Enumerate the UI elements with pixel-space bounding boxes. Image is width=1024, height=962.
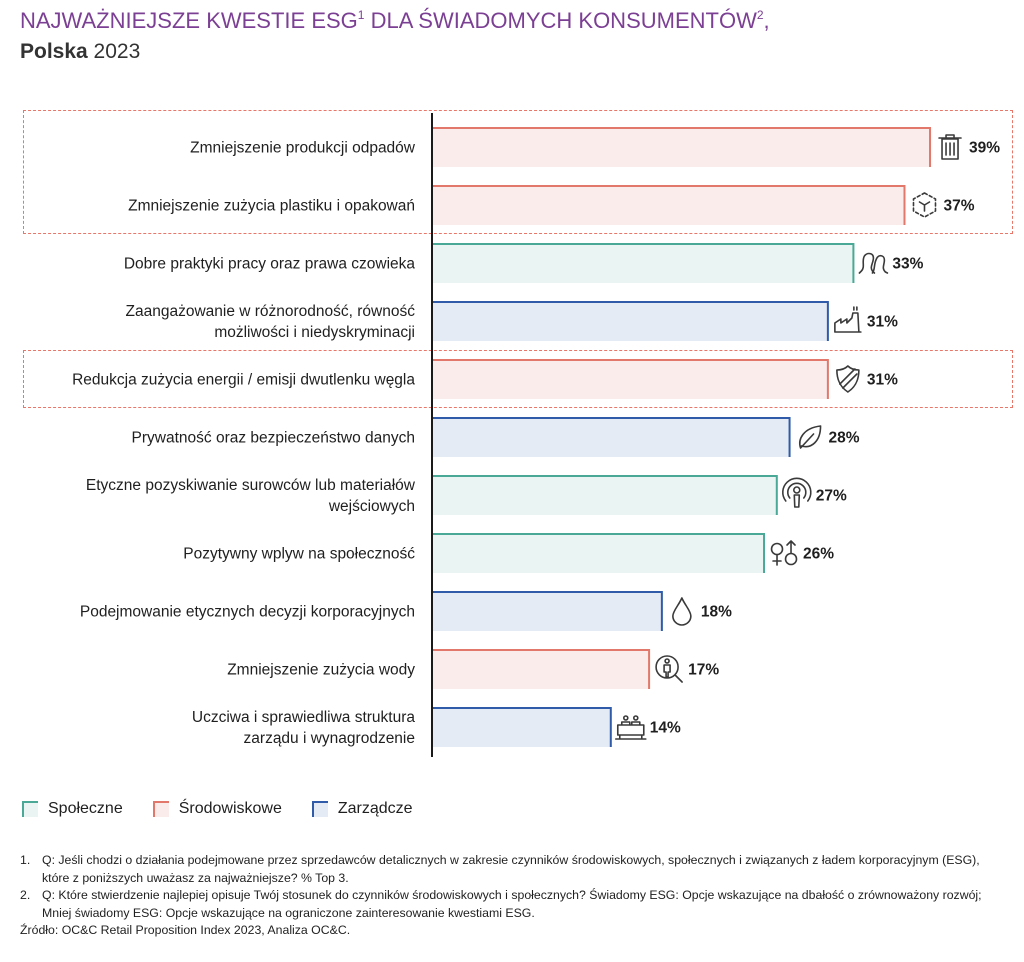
- water-drop-icon: [672, 597, 692, 626]
- bar-edge: [433, 591, 663, 631]
- trash-icon: [938, 134, 962, 160]
- bar-chart: 39% Zmniejszenie produkcji odpadów 37% Zmni…: [72, 113, 1000, 757]
- title-text-1: NAJWAŻNIEJSZE KWESTIE ESG: [20, 8, 358, 33]
- legend-swatch-zarzadcze: [311, 801, 328, 817]
- footnote-2: 2. Q: Które stwierdzenie najlepiej opisu…: [20, 887, 1010, 922]
- value-label: 31%: [867, 314, 898, 331]
- footnotes: 1. Q: Jeśli chodzi o działania podejmowa…: [20, 852, 1010, 940]
- bar: [433, 649, 651, 689]
- legend-item-zarzadcze: Zarządcze: [311, 800, 413, 818]
- category-label: Redukcja zużycia energii / emisji dwutle…: [72, 372, 415, 389]
- category-label: Etyczne pozyskiwanie surowców lub materi…: [86, 477, 416, 494]
- category-label: Uczciwa i sprawiedliwa struktura: [192, 709, 415, 726]
- people-outline-icon: [858, 252, 889, 274]
- legend-label: Zarządcze: [337, 800, 413, 817]
- value-label: 37%: [943, 198, 974, 215]
- title-footnote-ref-1: 1: [357, 8, 365, 22]
- footnote-text: Q: Jeśli chodzi o działania podejmowane …: [42, 853, 980, 885]
- category-label: Zmniejszenie produkcji odpadów: [190, 140, 416, 157]
- bar-edge: [433, 417, 791, 457]
- legend: Społeczne Środowiskowe Zarządcze: [22, 800, 443, 818]
- value-label: 26%: [803, 546, 834, 563]
- bar: [433, 359, 829, 399]
- subtitle-year: 2023: [87, 40, 141, 63]
- chart-title: NAJWAŻNIEJSZE KWESTIE ESG1 DLA ŚWIADOMYC…: [20, 8, 770, 34]
- bar-edge: [433, 185, 906, 225]
- chart-subtitle: Polska 2023: [20, 40, 140, 64]
- bar: [433, 591, 663, 631]
- bar-edge: [433, 475, 778, 515]
- bar-edge: [433, 359, 829, 399]
- dashed-cube-icon: [912, 192, 937, 218]
- category-label: Zaangażowanie w różnorodność, równość: [126, 303, 416, 320]
- board-meeting-icon: [614, 715, 647, 740]
- legend-item-srodowiskowe: Środowiskowe: [152, 800, 282, 818]
- bar-edge: [433, 707, 612, 747]
- category-label: wejściowych: [328, 498, 415, 515]
- subtitle-country: Polska: [20, 40, 88, 63]
- bar: [433, 475, 778, 515]
- highlight-box-energy: [23, 350, 1013, 408]
- category-label: zarządu i wynagrodzenie: [244, 730, 415, 747]
- category-label: Prywatność oraz bezpieczeństwo danych: [132, 430, 415, 447]
- legend-label: Społeczne: [48, 800, 123, 817]
- value-label: 14%: [650, 720, 681, 737]
- value-label: 31%: [867, 372, 898, 389]
- footnote-text: Q: Które stwierdzenie najlepiej opisuje …: [42, 888, 982, 920]
- title-text-2: DLA ŚWIADOMYCH KONSUMENTÓW: [364, 8, 757, 33]
- legend-label: Środowiskowe: [178, 800, 282, 817]
- footnote-1: 1. Q: Jeśli chodzi o działania podejmowa…: [20, 852, 1010, 887]
- value-label: 17%: [688, 662, 719, 679]
- bar: [433, 417, 791, 457]
- value-label: 27%: [816, 488, 847, 505]
- value-label: 28%: [829, 430, 860, 447]
- legend-swatch-spoleczne: [22, 801, 38, 817]
- footnote-number: 2.: [20, 888, 31, 902]
- bar-edge: [433, 127, 932, 167]
- bar-edge: [433, 243, 855, 283]
- title-footnote-ref-2: 2: [756, 8, 764, 22]
- category-label: Zmniejszenie zużycia wody: [227, 662, 415, 679]
- value-label: 33%: [892, 256, 923, 273]
- bar: [433, 533, 766, 573]
- category-label: Pozytywny wplyw na społeczność: [183, 546, 415, 563]
- value-label: 39%: [969, 140, 1000, 157]
- category-label: Zmniejszenie zużycia plastiku i opakowań: [128, 198, 415, 215]
- source-note: Źródło: OC&C Retail Proposition Index 20…: [20, 923, 351, 937]
- category-label: Dobre praktyki pracy oraz prawa czowieka: [124, 256, 416, 273]
- category-label: Podejmowanie etycznych decyzji korporacy…: [80, 604, 415, 621]
- bar-edge: [433, 301, 829, 341]
- legend-item-spoleczne: Społeczne: [22, 800, 123, 818]
- bar: [433, 185, 906, 225]
- gender-icon: [770, 540, 798, 566]
- person-search-icon: [655, 655, 683, 683]
- legend-swatch-srodowiskowe: [152, 801, 169, 817]
- footnote-number: 1.: [20, 853, 31, 867]
- bar: [433, 127, 932, 167]
- factory-icon: [834, 306, 862, 333]
- bar-edge: [433, 533, 766, 573]
- shield-icon: [836, 365, 860, 393]
- bar-edge: [433, 649, 651, 689]
- highlight-box-top: [23, 110, 1013, 234]
- bar: [433, 707, 612, 747]
- bar: [433, 301, 829, 341]
- podcast-person-icon: [781, 477, 812, 508]
- title-text-3: ,: [763, 8, 770, 33]
- value-label: 18%: [701, 604, 732, 621]
- bar: [433, 243, 855, 283]
- leaf-icon: [799, 425, 822, 449]
- category-label: możliwości i niedyskryminacji: [214, 324, 415, 341]
